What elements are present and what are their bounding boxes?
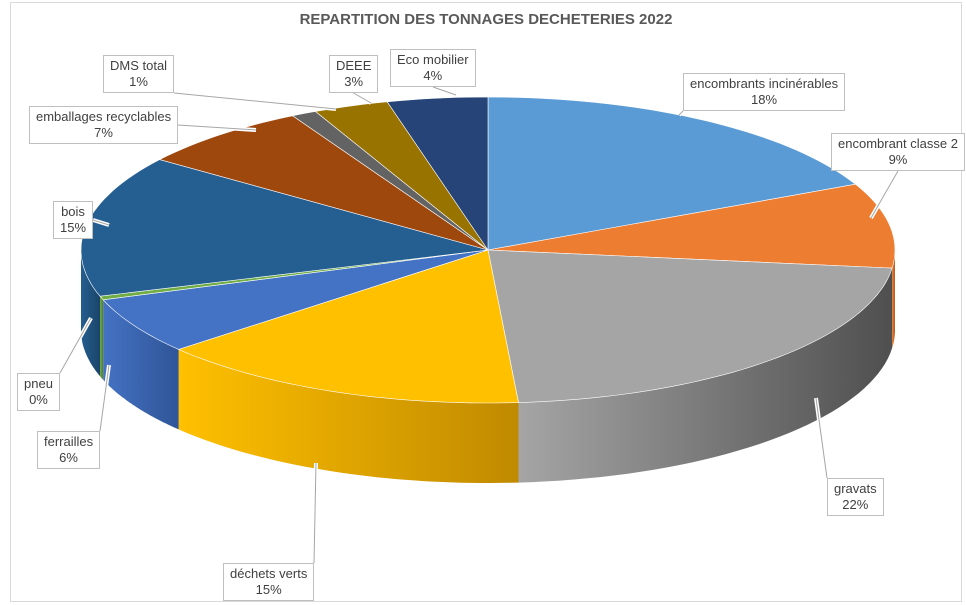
data-label-2: encombrant classe 2 9%	[831, 133, 965, 171]
pie-slice-8	[158, 115, 489, 251]
data-label-3: gravats 22%	[827, 478, 884, 516]
pie-slice-4	[177, 249, 519, 404]
data-label-name: encombrants incinérables	[690, 76, 839, 91]
data-label-percent: 0%	[29, 392, 48, 407]
data-label-percent: 15%	[60, 220, 87, 235]
pie-slice-2	[487, 183, 896, 269]
pie-slice-11	[386, 96, 489, 251]
pie-side-2	[892, 250, 895, 349]
data-label-percent: 18%	[751, 92, 778, 107]
chart-title: REPARTITION DES TONNAGES DECHETERIES 202…	[299, 11, 673, 28]
data-label-name: pneu	[24, 376, 53, 391]
leader-line-10	[353, 92, 372, 104]
data-label-7: bois 15%	[53, 201, 94, 239]
pie-slice-10	[314, 101, 489, 251]
pie-slice-3	[487, 249, 893, 403]
leader-line-5	[99, 364, 110, 432]
data-label-name: encombrant classe 2	[838, 136, 958, 151]
data-label-percent: 1%	[129, 74, 148, 89]
pie-slice-1	[487, 96, 857, 251]
data-label-percent: 4%	[423, 68, 443, 83]
data-label-percent: 22%	[842, 497, 869, 512]
leader-line-3	[815, 397, 828, 479]
leader-line-8	[177, 124, 257, 131]
leader-line-1	[678, 110, 684, 116]
pie-side-3	[518, 268, 893, 483]
leader-line-4	[313, 462, 317, 564]
pie-chart	[58, 85, 900, 564]
leader-line-7	[92, 219, 110, 226]
pie-side-7	[81, 250, 100, 377]
data-label-5: ferrailles 6%	[37, 431, 101, 469]
data-label-percent: 15%	[255, 582, 282, 597]
data-label-percent: 9%	[888, 152, 908, 167]
data-label-8: emballages recyclables 7%	[29, 106, 179, 144]
pie-slice-5	[102, 249, 489, 350]
data-label-name: bois	[61, 204, 85, 219]
leader-line-2	[870, 170, 899, 219]
chart-area: REPARTITION DES TONNAGES DECHETERIES 202…	[10, 2, 965, 602]
leader-line-9	[173, 92, 337, 110]
data-label-percent: 7%	[94, 125, 113, 140]
data-label-name: gravats	[834, 481, 877, 496]
data-label-4: déchets verts 15%	[223, 563, 315, 601]
pie-side-5	[103, 299, 179, 430]
data-label-10: DEEE 3%	[329, 55, 379, 93]
data-label-percent: 6%	[59, 450, 78, 465]
data-label-name: déchets verts	[230, 566, 308, 581]
data-label-name: Eco mobilier	[397, 52, 469, 67]
data-label-1: encombrants incinérables 18%	[683, 73, 846, 111]
data-label-name: emballages recyclables	[36, 109, 172, 124]
leader-line-11	[432, 86, 457, 96]
data-label-name: ferrailles	[44, 434, 94, 449]
pie-side-4	[178, 349, 519, 483]
pie-side-6	[100, 296, 104, 380]
data-label-9: DMS total 1%	[103, 55, 175, 93]
data-label-percent: 3%	[344, 74, 364, 89]
data-label-6: pneu 0%	[17, 373, 60, 411]
data-label-name: DEEE	[336, 58, 372, 73]
data-label-11: Eco mobilier 4%	[390, 49, 476, 87]
leader-line-6	[59, 317, 92, 374]
data-label-name: DMS total	[110, 58, 168, 73]
